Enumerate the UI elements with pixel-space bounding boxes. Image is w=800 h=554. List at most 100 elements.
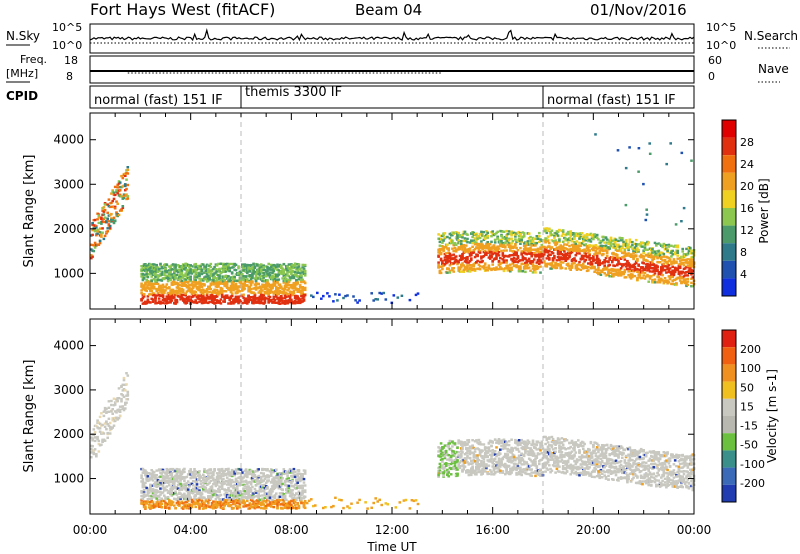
power-cell bbox=[251, 275, 254, 278]
velocity-cell bbox=[197, 486, 200, 489]
power-cell bbox=[515, 246, 518, 250]
velocity-cell bbox=[98, 422, 102, 425]
power-cell bbox=[286, 302, 289, 305]
power-cell bbox=[220, 293, 224, 297]
velocity-cell bbox=[100, 443, 103, 446]
power-cell bbox=[251, 273, 254, 277]
power-cell bbox=[199, 267, 203, 270]
velocity-cell bbox=[124, 389, 127, 392]
power-cell bbox=[171, 288, 175, 292]
power-cell bbox=[608, 263, 611, 267]
velocity-cell bbox=[179, 479, 182, 482]
power-cell bbox=[634, 243, 638, 246]
power-cell bbox=[473, 269, 477, 272]
velocity-cell bbox=[185, 486, 189, 490]
power-cell bbox=[147, 272, 151, 276]
power-cell bbox=[147, 280, 151, 283]
power-cell bbox=[202, 288, 205, 291]
power-cell bbox=[646, 243, 649, 246]
power-cell bbox=[590, 266, 594, 270]
power-cell bbox=[686, 274, 690, 277]
power-cell bbox=[160, 278, 164, 281]
power-cell bbox=[280, 285, 283, 288]
power-cell bbox=[142, 285, 146, 289]
power-cell bbox=[529, 235, 532, 239]
power-cell bbox=[672, 245, 676, 248]
power-cell bbox=[666, 265, 669, 269]
power-cell bbox=[147, 264, 151, 268]
power-cell bbox=[156, 291, 160, 295]
power-cell bbox=[676, 244, 679, 247]
power-cell bbox=[466, 233, 469, 236]
power-cell bbox=[145, 272, 148, 276]
power-cell bbox=[258, 273, 262, 276]
power-cell bbox=[575, 240, 579, 243]
power-cell bbox=[689, 267, 692, 270]
colorbar-cell bbox=[722, 260, 736, 279]
velocity-cell bbox=[141, 497, 145, 501]
power-cell bbox=[637, 264, 640, 267]
power-cell bbox=[165, 263, 169, 266]
power-cell bbox=[500, 234, 503, 238]
power-cell bbox=[303, 270, 307, 274]
power-cell bbox=[644, 275, 648, 278]
power-cell bbox=[118, 193, 122, 196]
power-cell bbox=[283, 287, 287, 291]
power-cell bbox=[223, 300, 226, 303]
velocity-cell bbox=[95, 424, 98, 427]
power-cell bbox=[288, 296, 292, 300]
power-cell bbox=[209, 288, 213, 291]
power-cell bbox=[544, 248, 547, 251]
power-cell bbox=[556, 255, 560, 259]
power-cell bbox=[592, 255, 595, 258]
power-cell bbox=[605, 250, 609, 254]
power-cell bbox=[342, 296, 345, 300]
power-cell bbox=[110, 220, 113, 223]
power-cell bbox=[592, 237, 595, 241]
power-cell bbox=[524, 252, 527, 255]
power-cell bbox=[116, 192, 119, 195]
power-cell bbox=[632, 257, 635, 261]
power-cell bbox=[584, 243, 588, 246]
velocity-cell bbox=[149, 487, 152, 490]
power-cell bbox=[246, 302, 249, 305]
power-cell bbox=[656, 269, 659, 272]
power-cell bbox=[295, 273, 298, 276]
power-cell bbox=[202, 294, 205, 297]
power-cell bbox=[100, 235, 103, 238]
power-cell bbox=[268, 267, 272, 270]
power-cell bbox=[249, 296, 253, 299]
power-cell bbox=[582, 257, 585, 260]
power-cell bbox=[501, 252, 505, 255]
power-cell bbox=[112, 216, 116, 219]
velocity-cell bbox=[120, 397, 123, 401]
power-cell bbox=[287, 280, 291, 284]
power-cell bbox=[535, 235, 539, 238]
power-cell bbox=[481, 247, 484, 251]
power-cell bbox=[632, 249, 635, 252]
power-cell bbox=[599, 244, 603, 247]
power-cell bbox=[293, 302, 297, 305]
velocity-cell bbox=[161, 470, 165, 474]
power-cell bbox=[209, 272, 213, 275]
velocity-cell bbox=[190, 503, 194, 507]
power-cell bbox=[534, 244, 537, 247]
power-cell bbox=[681, 247, 684, 251]
power-cell bbox=[237, 265, 240, 268]
power-cell bbox=[607, 260, 610, 264]
power-cell bbox=[598, 249, 601, 252]
power-cell bbox=[680, 220, 683, 223]
velocity-cell bbox=[176, 471, 180, 474]
power-cell bbox=[538, 235, 541, 238]
power-cell bbox=[507, 242, 511, 245]
power-cell bbox=[487, 264, 491, 267]
power-cell bbox=[558, 229, 561, 232]
power-cell bbox=[286, 283, 289, 287]
colorbar-tick-label: 16 bbox=[740, 202, 754, 215]
power-cell bbox=[244, 275, 248, 278]
power-cell bbox=[670, 262, 673, 266]
power-cell bbox=[213, 265, 216, 269]
velocity-cell bbox=[171, 475, 175, 479]
power-cell bbox=[174, 264, 177, 268]
power-cell bbox=[637, 147, 641, 150]
